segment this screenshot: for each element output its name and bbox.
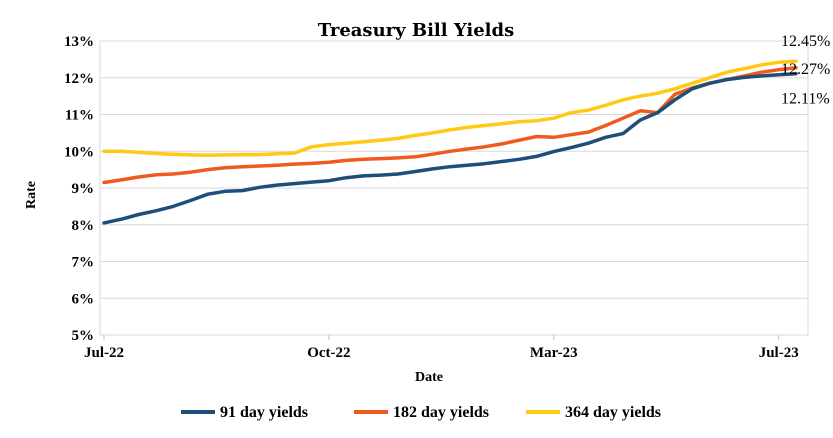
y-tick-label: 9% xyxy=(72,181,95,197)
y-tick-label: 7% xyxy=(72,255,95,271)
plot-area xyxy=(99,40,809,336)
series-line-91-day xyxy=(102,71,798,225)
x-tick-label: Mar-23 xyxy=(530,345,578,361)
y-tick-label: 10% xyxy=(64,144,94,160)
x-tick-label: Jul-22 xyxy=(84,345,124,361)
y-axis-ticks: 5% 6% 7% 8% 9% 10% 11% 12% 13% xyxy=(64,34,94,344)
series-line-364-day xyxy=(102,59,798,158)
x-tick-label: Jul-23 xyxy=(759,345,799,361)
data-labels: 12.45% 12.27% 12.11% xyxy=(781,33,830,107)
series-line-182-day xyxy=(102,66,798,185)
y-tick-label: 6% xyxy=(72,291,95,307)
legend: 91 day yields 182 day yields 364 day yield… xyxy=(181,404,661,421)
series-lines xyxy=(102,59,798,225)
data-label: 12.45% xyxy=(781,33,830,50)
y-tick-label: 8% xyxy=(72,218,95,234)
chart-title: Treasury Bill Yields xyxy=(318,20,515,41)
legend-item-label: 182 day yields xyxy=(393,404,489,421)
x-tick-label: Oct-22 xyxy=(307,345,350,361)
y-tick-label: 5% xyxy=(72,328,95,344)
x-axis-ticks: Jul-22 Oct-22 Mar-23 Jul-23 xyxy=(84,335,799,361)
y-tick-label: 13% xyxy=(64,34,94,50)
y-tick-label: 11% xyxy=(65,108,94,124)
x-axis-label: Date xyxy=(415,370,443,385)
y-tick-label: 12% xyxy=(64,71,94,87)
y-axis-label: Rate xyxy=(24,181,39,209)
legend-item-label: 91 day yields xyxy=(220,404,308,421)
legend-item-label: 364 day yields xyxy=(565,404,661,421)
data-label: 12.27% xyxy=(781,61,830,78)
data-label: 12.11% xyxy=(781,91,830,108)
